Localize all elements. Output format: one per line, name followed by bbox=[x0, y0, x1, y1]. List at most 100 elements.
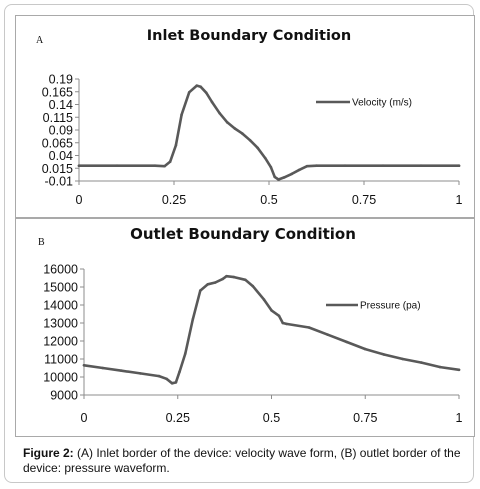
data-point-b bbox=[157, 374, 161, 378]
y-tick-label: 15000 bbox=[43, 281, 78, 295]
data-point-b bbox=[363, 347, 367, 351]
data-point-a bbox=[180, 113, 183, 116]
data-point-b bbox=[285, 322, 288, 326]
y-tick-label: 0.14 bbox=[49, 98, 73, 112]
data-point-b bbox=[206, 283, 210, 286]
data-point-b bbox=[232, 275, 236, 279]
data-point-b bbox=[191, 318, 195, 321]
chart-panel-b: B Outlet Boundary Condition 16000 15000 1400… bbox=[15, 218, 475, 437]
data-point-a bbox=[77, 164, 81, 167]
y-tick-label: 0.19 bbox=[49, 73, 73, 87]
data-point-a bbox=[419, 164, 423, 167]
data-point-a bbox=[256, 146, 259, 150]
panel-label-a: A bbox=[36, 35, 44, 46]
data-point-a bbox=[298, 168, 301, 172]
chart-title-a: Inlet Boundary Condition bbox=[147, 28, 351, 44]
data-point-b bbox=[307, 326, 311, 329]
data-point-b bbox=[438, 365, 442, 369]
x-tick-label: 1 bbox=[456, 411, 463, 425]
x-tick-label: 0.25 bbox=[162, 193, 186, 207]
data-point-b bbox=[326, 333, 330, 336]
caption-text: (A) Inlet border of the device: velocity… bbox=[23, 446, 461, 475]
chart-a-svg: A Inlet Boundary Condition0.190.1650.140.… bbox=[36, 28, 463, 207]
data-point-b bbox=[183, 352, 187, 355]
data-point-b bbox=[277, 314, 281, 318]
legend-label-a: Velocity (m/s) bbox=[352, 98, 412, 109]
data-point-b bbox=[401, 357, 405, 361]
data-point-a bbox=[168, 160, 172, 163]
data-point-a bbox=[269, 165, 273, 169]
y-tick-label: 0.04 bbox=[49, 149, 73, 163]
data-point-a bbox=[187, 90, 191, 94]
data-point-b bbox=[213, 281, 217, 284]
data-point-a bbox=[315, 164, 318, 167]
chart-b-svg: B Outlet Boundary Condition 16000 15000 1400… bbox=[38, 225, 463, 425]
data-point-a bbox=[225, 121, 229, 124]
x-tick-label: 1 bbox=[456, 193, 463, 207]
y-tick-label: 9000 bbox=[50, 389, 78, 403]
x-tick-label: 0.75 bbox=[352, 193, 376, 207]
data-point-b bbox=[82, 364, 86, 367]
x-tick-label: 0.5 bbox=[263, 411, 280, 425]
figure-caption: Figure 2: (A) Inlet border of the device… bbox=[23, 446, 471, 475]
data-point-b bbox=[270, 309, 273, 312]
caption-label: Figure 2: bbox=[23, 446, 74, 460]
data-point-b bbox=[198, 289, 202, 292]
y-tick-label: 16000 bbox=[43, 263, 78, 277]
data-point-b bbox=[420, 361, 423, 364]
series-line-b bbox=[82, 274, 461, 385]
data-point-b bbox=[221, 277, 225, 281]
panel-label-b: B bbox=[38, 237, 45, 248]
data-point-a bbox=[195, 84, 199, 87]
data-point-b bbox=[170, 382, 174, 385]
x-tick-label: 0 bbox=[81, 411, 88, 425]
data-point-a bbox=[381, 164, 385, 167]
data-point-a bbox=[199, 85, 202, 88]
y-tick-label: 13000 bbox=[43, 317, 78, 331]
data-point-a bbox=[305, 164, 309, 168]
data-point-b bbox=[243, 278, 247, 282]
legend-label-b: Pressure (pa) bbox=[360, 301, 421, 312]
data-point-a bbox=[273, 175, 277, 179]
data-point-a bbox=[290, 172, 294, 176]
data-point-b bbox=[120, 369, 123, 372]
x-tick-label: 0.75 bbox=[353, 411, 377, 425]
y-tick-label: 10000 bbox=[43, 371, 78, 385]
data-point-b bbox=[251, 284, 255, 288]
data-point-a bbox=[218, 111, 221, 115]
y-tick-label: -0.01 bbox=[45, 175, 74, 189]
y-tick-label: 0.015 bbox=[42, 162, 73, 176]
data-point-b bbox=[281, 321, 285, 325]
x-tick-label: 0.25 bbox=[166, 411, 190, 425]
data-point-a bbox=[457, 164, 461, 167]
y-tick-label: 11000 bbox=[44, 353, 78, 367]
data-point-a bbox=[153, 164, 157, 167]
y-tick-label: 0.065 bbox=[42, 136, 73, 150]
data-point-a bbox=[282, 176, 286, 179]
data-point-b bbox=[165, 377, 168, 381]
data-point-a bbox=[233, 127, 237, 130]
data-point-a bbox=[248, 138, 252, 142]
x-tick-label: 0 bbox=[76, 193, 83, 207]
data-point-b bbox=[345, 340, 348, 344]
data-point-a bbox=[205, 91, 208, 95]
x-tick-label: 0.5 bbox=[260, 193, 277, 207]
data-point-b bbox=[174, 381, 178, 384]
data-point-a bbox=[241, 132, 244, 135]
y-tick-label: 0.09 bbox=[49, 124, 73, 138]
chart-title-b: Outlet Boundary Condition bbox=[130, 225, 356, 243]
data-point-a bbox=[263, 156, 267, 160]
data-point-b bbox=[138, 372, 142, 375]
data-point-a bbox=[277, 178, 280, 181]
data-point-a bbox=[115, 164, 119, 167]
data-point-b bbox=[178, 370, 181, 373]
data-point-b bbox=[101, 366, 105, 370]
y-tick-label: 14000 bbox=[43, 299, 78, 313]
data-point-a bbox=[163, 164, 166, 168]
data-point-a bbox=[210, 100, 214, 104]
data-point-b bbox=[225, 274, 228, 278]
y-tick-label: 0.115 bbox=[43, 111, 73, 125]
data-point-a bbox=[174, 144, 178, 147]
y-tick-label: 12000 bbox=[43, 335, 78, 349]
data-point-b bbox=[262, 298, 266, 301]
